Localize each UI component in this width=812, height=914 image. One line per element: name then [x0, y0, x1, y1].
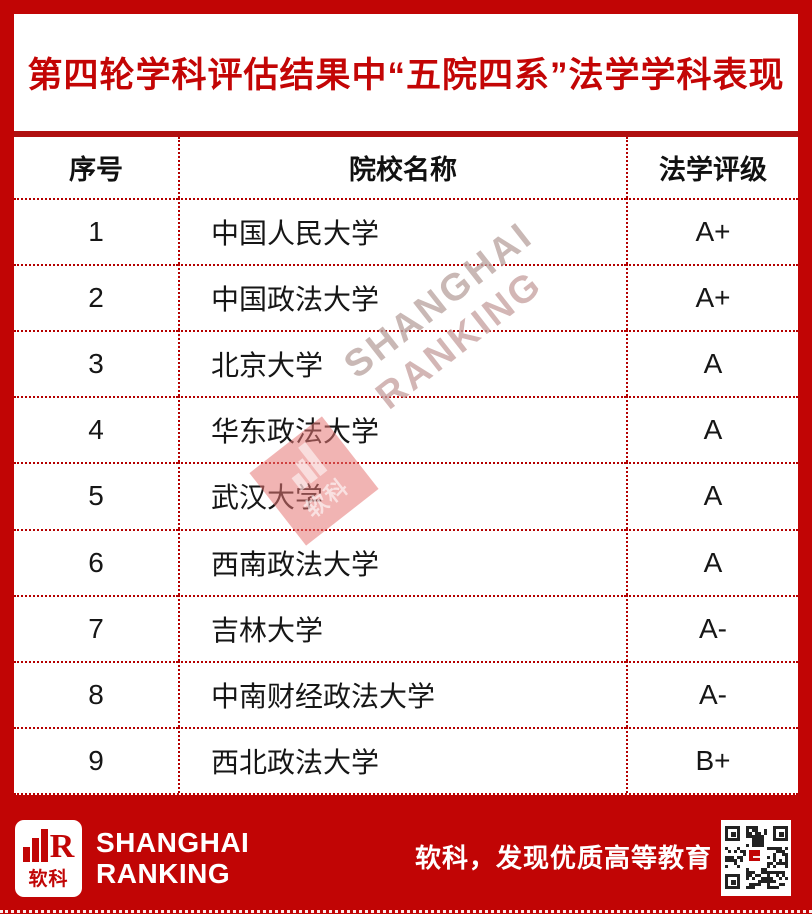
ranking-table: 序号 院校名称 法学评级 1 中国人民大学 A+ 2 中国政法大学 A+ 3 北…	[14, 137, 798, 795]
cell-rank: 5	[14, 462, 178, 528]
cell-grade: A+	[626, 264, 798, 331]
cell-school: 武汉大学	[178, 462, 626, 529]
brand-logo-text: 软科	[28, 869, 69, 890]
cell-rank: 6	[14, 528, 178, 595]
cell-rank: 9	[14, 726, 178, 793]
cell-grade: A-	[626, 594, 798, 661]
cell-rank: 2	[14, 264, 178, 330]
cell-school: 华东政法大学	[178, 396, 626, 463]
brand-name-line2: RANKING	[96, 858, 231, 889]
cell-rank: 8	[14, 660, 178, 727]
cell-grade: B+	[626, 726, 798, 793]
cell-school: 中南财经政法大学	[178, 660, 626, 727]
cell-grade: A	[626, 396, 798, 463]
header-rank: 序号	[69, 155, 123, 185]
title-divider	[14, 131, 798, 137]
cell-rank: 3	[14, 330, 178, 396]
cell-grade: A-	[626, 660, 798, 727]
qr-finder-icon	[725, 874, 740, 889]
page-title: 第四轮学科评估结果中“五院四系”法学学科表现	[27, 56, 785, 95]
qr-center-logo	[747, 848, 762, 863]
header-grade: 法学评级	[626, 137, 798, 198]
cell-grade: A	[626, 462, 798, 529]
title-banner: 第四轮学科评估结果中“五院四系”法学学科表现	[14, 14, 798, 131]
cell-school: 北京大学	[178, 330, 626, 397]
header-school: 院校名称	[178, 137, 626, 198]
brand-logo: R 软科	[15, 820, 82, 897]
qr-finder-icon	[725, 826, 740, 841]
qr-code	[721, 820, 791, 896]
cell-school: 西南政法大学	[178, 528, 626, 595]
cell-grade: A	[626, 528, 798, 595]
brand-logo-letter: R	[49, 828, 75, 865]
footer: R 软科 SHANGHAI RANKING 软科，发现优质高等教育	[0, 795, 812, 914]
cell-school: 西北政法大学	[178, 726, 626, 793]
qr-finder-icon	[773, 826, 788, 841]
cell-rank: 7	[14, 594, 178, 661]
cell-grade: A	[626, 330, 798, 397]
cell-grade: A+	[626, 198, 798, 265]
footer-dashed-line	[0, 910, 812, 913]
cell-rank: 4	[14, 396, 178, 462]
cell-rank: 1	[14, 198, 178, 264]
slogan: 软科，发现优质高等教育	[414, 843, 712, 873]
cell-school: 中国人民大学	[178, 198, 626, 265]
cell-school: 吉林大学	[178, 594, 626, 661]
brand-name-line1: SHANGHAI	[96, 827, 250, 858]
qr-code-modules	[725, 826, 788, 889]
cell-school: 中国政法大学	[178, 264, 626, 331]
bar-chart-icon: R	[22, 826, 75, 865]
brand-name: SHANGHAI RANKING	[96, 827, 249, 889]
